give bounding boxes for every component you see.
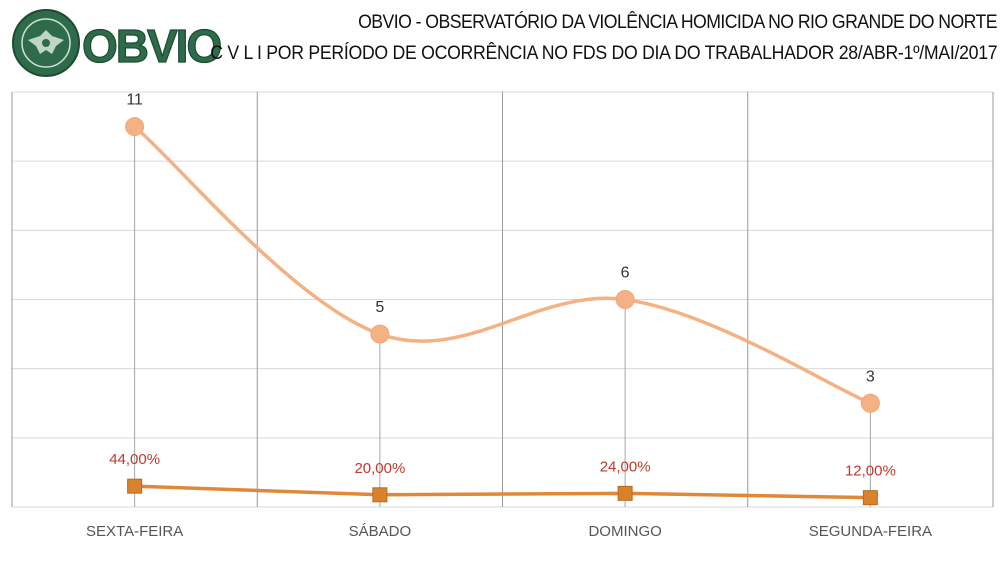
count-data-label: 11 [126,92,143,109]
x-tick-label: SEGUNDA-FEIRA [809,523,932,540]
count-data-label: 5 [375,299,384,316]
percent-data-label: 12,00% [845,463,896,480]
count-point [125,117,145,137]
count-point [615,290,635,309]
count-data-label: 3 [866,368,875,385]
percent-data-label: 44,00% [109,451,160,468]
count-point [370,324,390,344]
percent-series-line [134,484,871,500]
percent-data-label: 20,00% [354,460,405,477]
count-series-line [132,124,873,405]
data-labels: 11 5 6 3 44,00% 20,00% 24,00% 12,00% [109,92,896,480]
obvio-logo: OBVIO [12,9,223,77]
gridlines [11,91,994,508]
x-tick-label: SÁBADO [349,523,412,540]
x-axis-tick-labels: SEXTA-FEIRA SÁBADO DOMINGO SEGUNDA-FEIRA [86,523,932,540]
chart-subtitle: C V L I POR PERÍODO DE OCORRÊNCIA NO FDS… [209,43,997,64]
percent-data-label: 24,00% [600,458,651,475]
count-point [860,393,880,413]
x-tick-label: DOMINGO [588,523,661,540]
percent-point [617,485,633,501]
series-lines [132,124,873,500]
x-tick-label: SEXTA-FEIRA [86,523,183,540]
percent-point [862,490,878,506]
count-data-label: 6 [621,265,630,282]
percent-point [127,478,143,494]
chart-title: OBVIO - OBSERVATÓRIO DA VIOLÊNCIA HOMICI… [358,12,997,33]
series-markers [125,117,880,506]
percent-point [372,487,388,503]
logo-wordmark: OBVIO [82,20,220,72]
